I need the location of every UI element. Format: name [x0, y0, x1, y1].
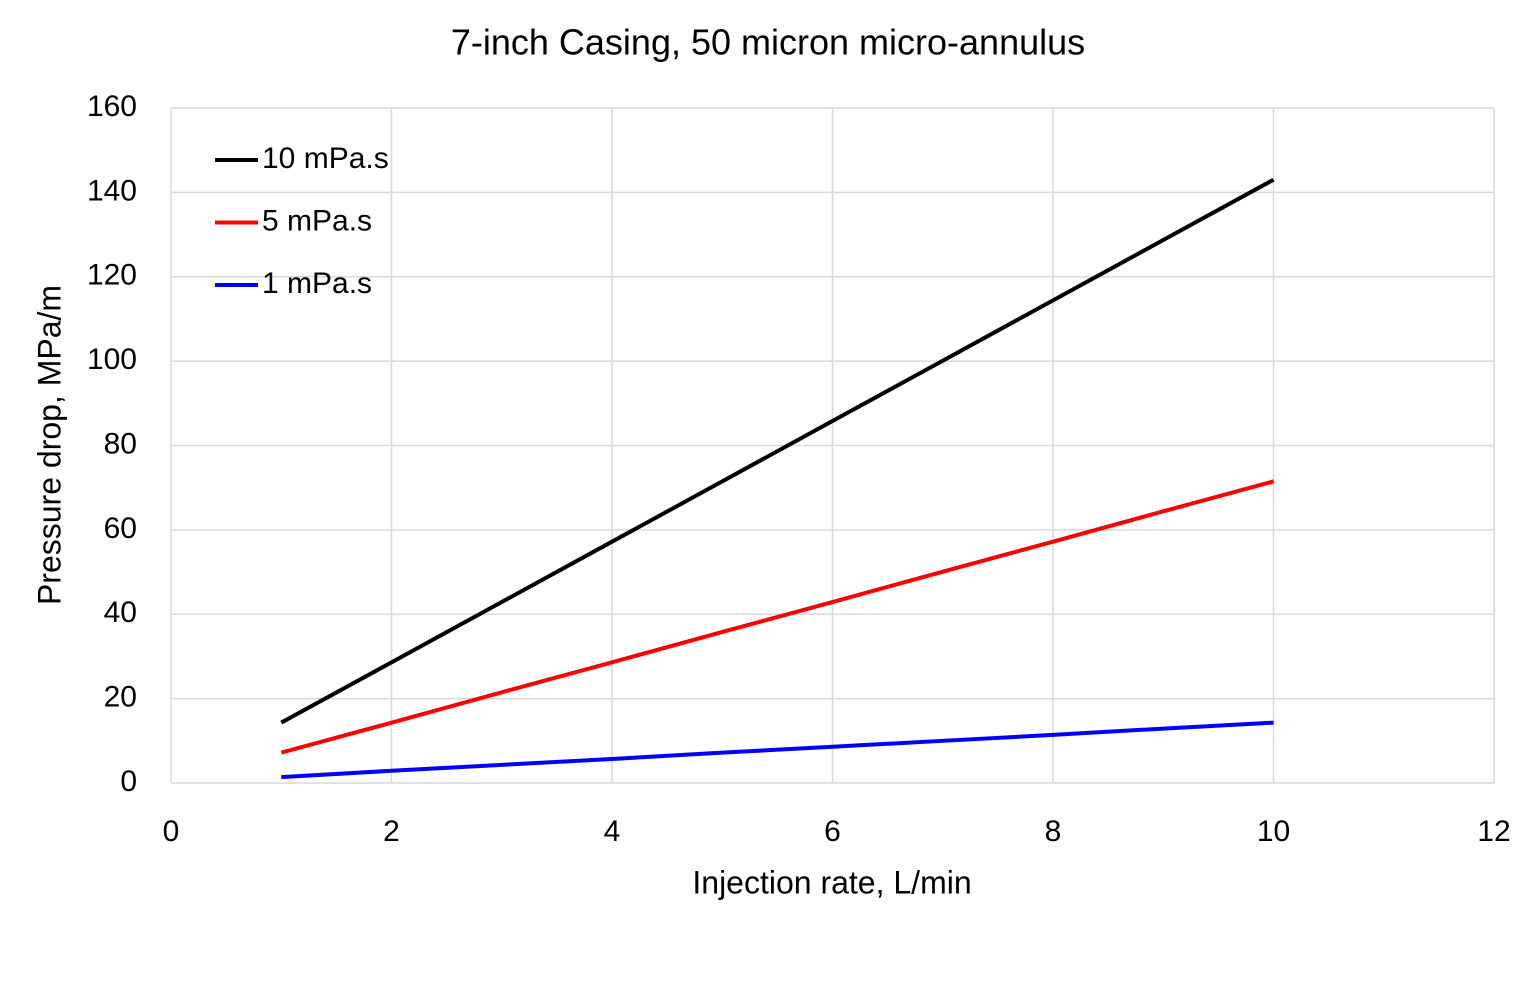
- y-tick-label: 0: [120, 765, 137, 798]
- x-tick-label: 12: [1477, 815, 1510, 848]
- chart-title: 7-inch Casing, 50 micron micro-annulus: [451, 22, 1085, 63]
- x-tick-label: 4: [604, 815, 621, 848]
- x-tick-label: 6: [824, 815, 841, 848]
- y-tick-label: 60: [104, 512, 137, 545]
- series-line: [280, 479, 1275, 755]
- y-tick-label: 40: [104, 596, 137, 629]
- legend-label: 5 mPa.s: [262, 204, 372, 237]
- y-tick-label: 120: [87, 259, 137, 292]
- y-tick-label: 160: [87, 90, 137, 123]
- legend-label: 10 mPa.s: [262, 142, 389, 175]
- x-tick-label: 0: [163, 815, 180, 848]
- x-tick-label: 8: [1045, 815, 1062, 848]
- x-axis-label: Injection rate, L/min: [692, 864, 971, 900]
- legend-label: 1 mPa.s: [262, 267, 372, 300]
- x-tick-label: 10: [1257, 815, 1290, 848]
- y-axis-label: Pressure drop, MPa/m: [31, 285, 67, 605]
- y-tick-label: 80: [104, 427, 137, 460]
- y-tick-label: 20: [104, 681, 137, 714]
- y-tick-label: 100: [87, 343, 137, 376]
- series-line: [280, 177, 1275, 725]
- series-line: [281, 720, 1274, 780]
- y-tick-label: 140: [87, 174, 137, 207]
- x-tick-label: 2: [383, 815, 400, 848]
